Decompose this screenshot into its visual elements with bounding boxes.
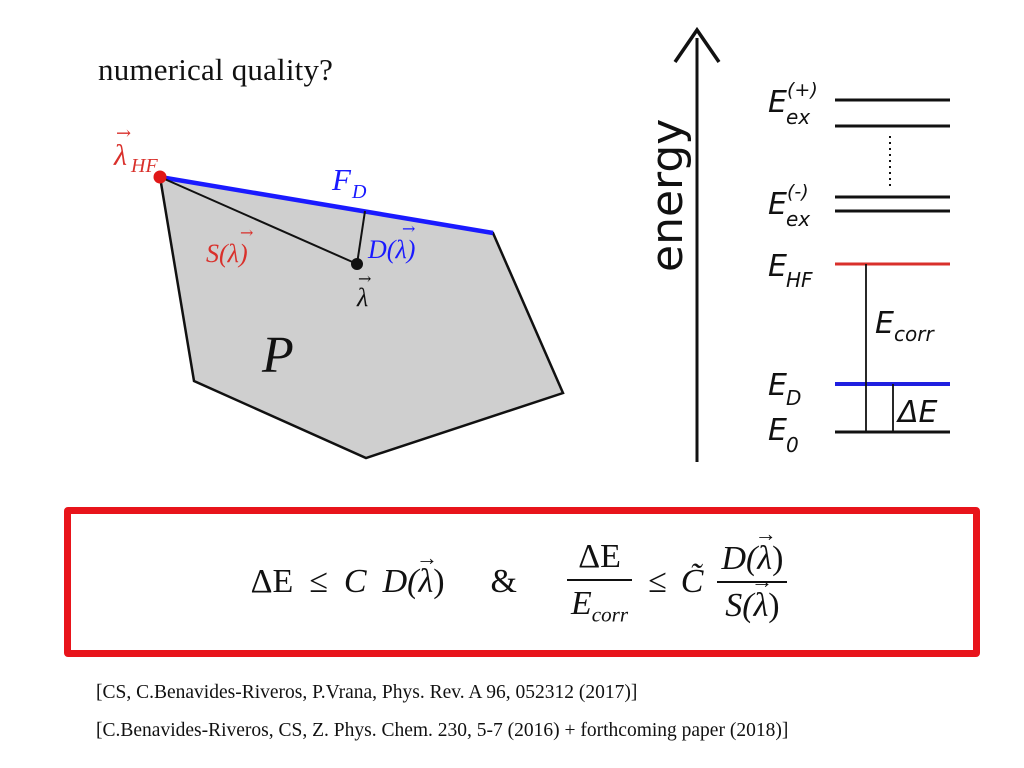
formula-leq-2: ≤ bbox=[648, 562, 667, 600]
point-lambda-hf bbox=[153, 170, 167, 184]
label-E-ex-minus: E (-) ex bbox=[768, 181, 810, 231]
svg-text:→: → bbox=[116, 123, 131, 144]
formula-leq-1: ≤ bbox=[309, 562, 328, 600]
references: [CS, C.Benavides-Riveros, P.Vrana, Phys.… bbox=[96, 674, 788, 750]
svg-text:(+): (+) bbox=[787, 79, 818, 101]
svg-text:→: → bbox=[402, 219, 415, 238]
reference-1: [CS, C.Benavides-Riveros, P.Vrana, Phys.… bbox=[96, 682, 638, 703]
level-labels: E (+) ex E (-) ex E HF E D E 0 E corr ΔE bbox=[768, 79, 938, 457]
label-lambda-hf: λ → HF bbox=[113, 123, 158, 177]
segment-S bbox=[159, 176, 358, 265]
label-E-0: E 0 bbox=[768, 413, 799, 457]
slide-title: numerical quality? bbox=[98, 52, 334, 87]
point-lambda bbox=[351, 258, 363, 270]
label-D-lambda: D(λ) → bbox=[367, 219, 415, 264]
svg-text:E: E bbox=[768, 368, 787, 403]
svg-text:corr: corr bbox=[894, 322, 935, 346]
formula-C-tilde: C̃ bbox=[680, 562, 704, 600]
svg-text:ex: ex bbox=[786, 105, 810, 129]
formula: ΔE ≤ C D(λ) & ΔE Ecorr ≤ C̃ D(λ) S(λ) bbox=[251, 537, 794, 627]
svg-text:D: D bbox=[786, 386, 801, 410]
formula-box: ΔE ≤ C D(λ) & ΔE Ecorr ≤ C̃ D(λ) S(λ) bbox=[64, 507, 980, 657]
diagram: λ → HF F D S(λ) → D(λ) → λ → P energy bbox=[113, 26, 950, 462]
formula-ratio-D-S: D(λ) S(λ) bbox=[717, 539, 788, 625]
label-set-P: P bbox=[261, 327, 294, 384]
reference-2: [C.Benavides-Riveros, CS, Z. Phys. Chem.… bbox=[96, 720, 789, 741]
formula-amp: & bbox=[490, 562, 517, 600]
svg-text:HF: HF bbox=[786, 268, 813, 292]
energy-axis-label: energy bbox=[642, 119, 693, 272]
svg-text:→: → bbox=[358, 269, 371, 288]
svg-text:E: E bbox=[768, 413, 787, 448]
svg-text:F: F bbox=[331, 162, 352, 197]
energy-levels bbox=[835, 98, 950, 434]
polytope-shape bbox=[158, 175, 565, 460]
label-E-hf: E HF bbox=[768, 249, 813, 292]
svg-text:S(λ): S(λ) bbox=[206, 239, 248, 268]
svg-text:D(λ): D(λ) bbox=[367, 235, 415, 264]
svg-text:E: E bbox=[768, 187, 787, 222]
svg-text:E: E bbox=[875, 306, 894, 341]
energy-axis bbox=[673, 26, 721, 462]
formula-D-lambda: D(λ) bbox=[383, 563, 445, 601]
label-E-ex-plus: E (+) ex bbox=[768, 79, 818, 129]
label-E-d: E D bbox=[768, 368, 801, 410]
formula-lhs-delta: ΔE bbox=[250, 562, 294, 600]
svg-text:0: 0 bbox=[786, 433, 799, 457]
formula-C: C bbox=[343, 562, 367, 600]
svg-text:→: → bbox=[240, 223, 253, 242]
svg-text:E: E bbox=[768, 249, 787, 284]
svg-text:ex: ex bbox=[786, 207, 810, 231]
face-FD bbox=[159, 174, 494, 236]
svg-text:λ: λ bbox=[356, 283, 368, 312]
label-lambda: λ → bbox=[356, 269, 371, 312]
svg-text:D: D bbox=[351, 181, 367, 203]
label-face-FD: F D bbox=[331, 162, 367, 203]
svg-text:λ: λ bbox=[113, 139, 127, 172]
svg-text:E: E bbox=[768, 85, 787, 120]
svg-text:HF: HF bbox=[130, 155, 158, 177]
label-S-lambda: S(λ) → bbox=[206, 223, 253, 268]
svg-text:(-): (-) bbox=[787, 181, 809, 203]
formula-ratio-energy: ΔE Ecorr bbox=[567, 537, 633, 627]
label-delta-E: ΔE bbox=[896, 395, 938, 430]
segment-D bbox=[356, 210, 366, 265]
label-E-corr: E corr bbox=[875, 306, 935, 346]
